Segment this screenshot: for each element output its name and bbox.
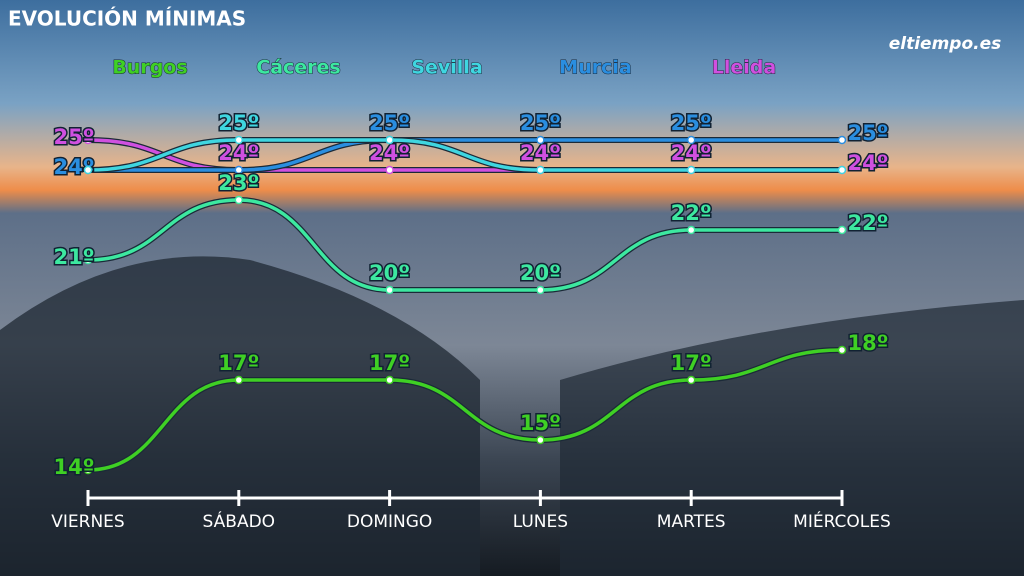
value-label: 25º xyxy=(847,121,888,145)
value-label: 24º xyxy=(520,141,561,165)
value-label: 25º xyxy=(671,111,712,135)
x-tick-label: MARTES xyxy=(657,512,726,532)
value-label: 25º xyxy=(218,111,259,135)
point xyxy=(536,165,545,175)
line xyxy=(87,198,842,292)
point xyxy=(234,195,244,205)
point xyxy=(83,255,93,265)
line xyxy=(87,348,843,472)
value-label: 25º xyxy=(369,111,410,135)
point xyxy=(385,375,394,385)
value-label: 25º xyxy=(53,125,94,149)
value-label: 24º xyxy=(369,141,410,165)
point xyxy=(385,165,394,175)
line xyxy=(87,138,842,172)
point xyxy=(385,285,394,295)
value-label: 17º xyxy=(218,351,259,375)
value-label: 23º xyxy=(218,171,259,195)
point xyxy=(385,135,394,145)
title: EVOLUCIÓN MÍNIMAS xyxy=(8,7,246,31)
point xyxy=(234,165,244,175)
point xyxy=(234,135,244,145)
point xyxy=(83,465,93,475)
x-tick-label: VIERNES xyxy=(51,512,124,532)
legend-entry: Lleida xyxy=(712,57,776,79)
value-label: 25º xyxy=(520,111,561,135)
x-tick-label: SÁBADO xyxy=(203,510,276,532)
value-label: 22º xyxy=(847,211,888,235)
value-label: 21º xyxy=(53,245,94,269)
point xyxy=(83,135,93,145)
value-label: 18º xyxy=(847,331,888,355)
value-label: 15º xyxy=(520,411,561,435)
point xyxy=(837,165,847,175)
x-tick-label: LUNES xyxy=(513,512,568,532)
x-tick-label: DOMINGO xyxy=(347,512,432,532)
point xyxy=(686,225,696,235)
value-label: 17º xyxy=(671,351,712,375)
point xyxy=(686,375,696,385)
value-label: 20º xyxy=(520,261,561,285)
value-label: 24º xyxy=(671,141,712,165)
legend-entry: Burgos xyxy=(112,57,187,79)
point xyxy=(686,135,696,145)
value-label: 20º xyxy=(369,261,410,285)
value-label: 14º xyxy=(53,455,94,479)
point xyxy=(536,435,545,445)
value-label: 24º xyxy=(847,151,888,175)
legend-entry: Cáceres xyxy=(256,57,340,79)
line xyxy=(88,138,842,172)
x-tick-label: MIÉRCOLES xyxy=(793,510,891,532)
legend-entry: Murcia xyxy=(559,57,631,79)
point xyxy=(837,345,847,355)
value-label: 24º xyxy=(218,141,259,165)
point xyxy=(837,225,847,235)
mountain xyxy=(0,256,480,576)
legend-entry: Sevilla xyxy=(411,57,482,79)
point xyxy=(536,135,545,145)
point xyxy=(686,165,696,175)
point xyxy=(536,285,545,295)
mountain xyxy=(560,300,1024,576)
point xyxy=(837,135,847,145)
value-label: 22º xyxy=(671,201,712,225)
value-label: 17º xyxy=(369,351,410,375)
point xyxy=(234,375,244,385)
point xyxy=(83,165,93,175)
logo: eltiempo.es xyxy=(889,34,1002,54)
